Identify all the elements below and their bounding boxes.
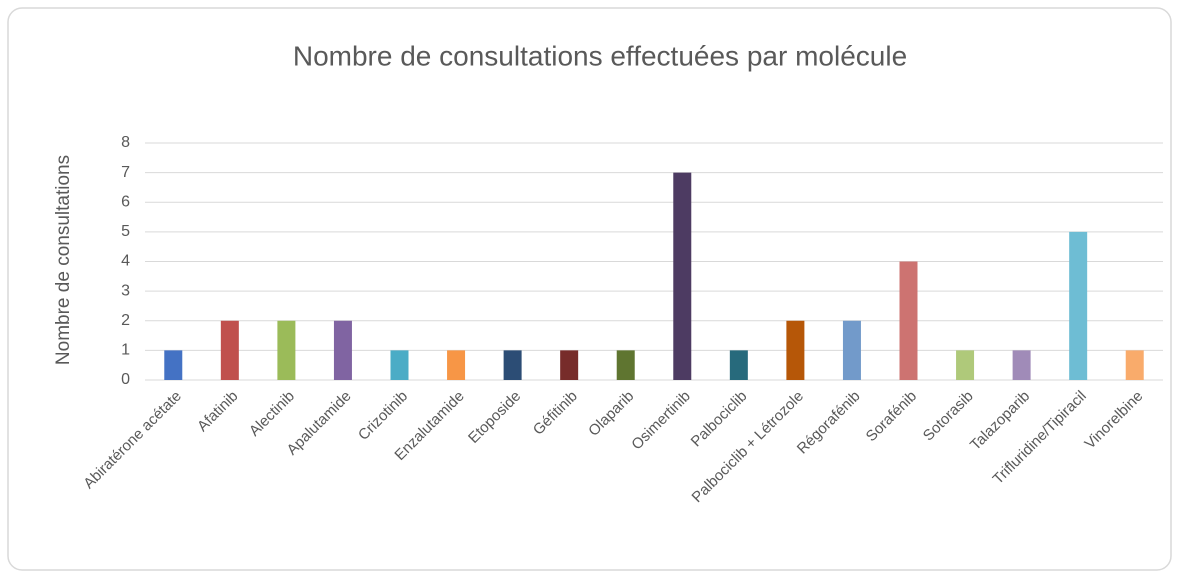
bar — [786, 320, 805, 380]
y-axis-label: Nombre de consultations — [53, 155, 74, 365]
chart-frame — [7, 7, 1172, 571]
chart-title: Nombre de consultations effectuées par m… — [293, 40, 907, 71]
bar — [333, 320, 352, 380]
y-tick-label: 1 — [121, 342, 130, 359]
y-tick-label: 5 — [121, 223, 130, 240]
bar — [164, 350, 183, 380]
y-tick-label: 3 — [121, 282, 130, 299]
bar — [390, 350, 409, 380]
bar — [1012, 350, 1031, 380]
bar — [673, 172, 692, 380]
y-tick-label: 6 — [121, 193, 130, 210]
y-tick-label: 8 — [121, 134, 130, 151]
bar — [1069, 231, 1088, 380]
bar — [956, 350, 975, 380]
y-tick-label: 4 — [121, 253, 130, 270]
bar — [503, 350, 522, 380]
bar — [277, 320, 296, 380]
y-tick-label: 2 — [121, 312, 130, 329]
bar — [899, 261, 918, 380]
y-tick-label: 0 — [121, 371, 130, 388]
bar — [560, 350, 579, 380]
bar — [729, 350, 748, 380]
bar — [616, 350, 635, 380]
bar — [1125, 350, 1144, 380]
bar — [447, 350, 466, 380]
bar — [220, 320, 239, 380]
bar — [842, 320, 861, 380]
y-tick-label: 7 — [121, 164, 130, 181]
